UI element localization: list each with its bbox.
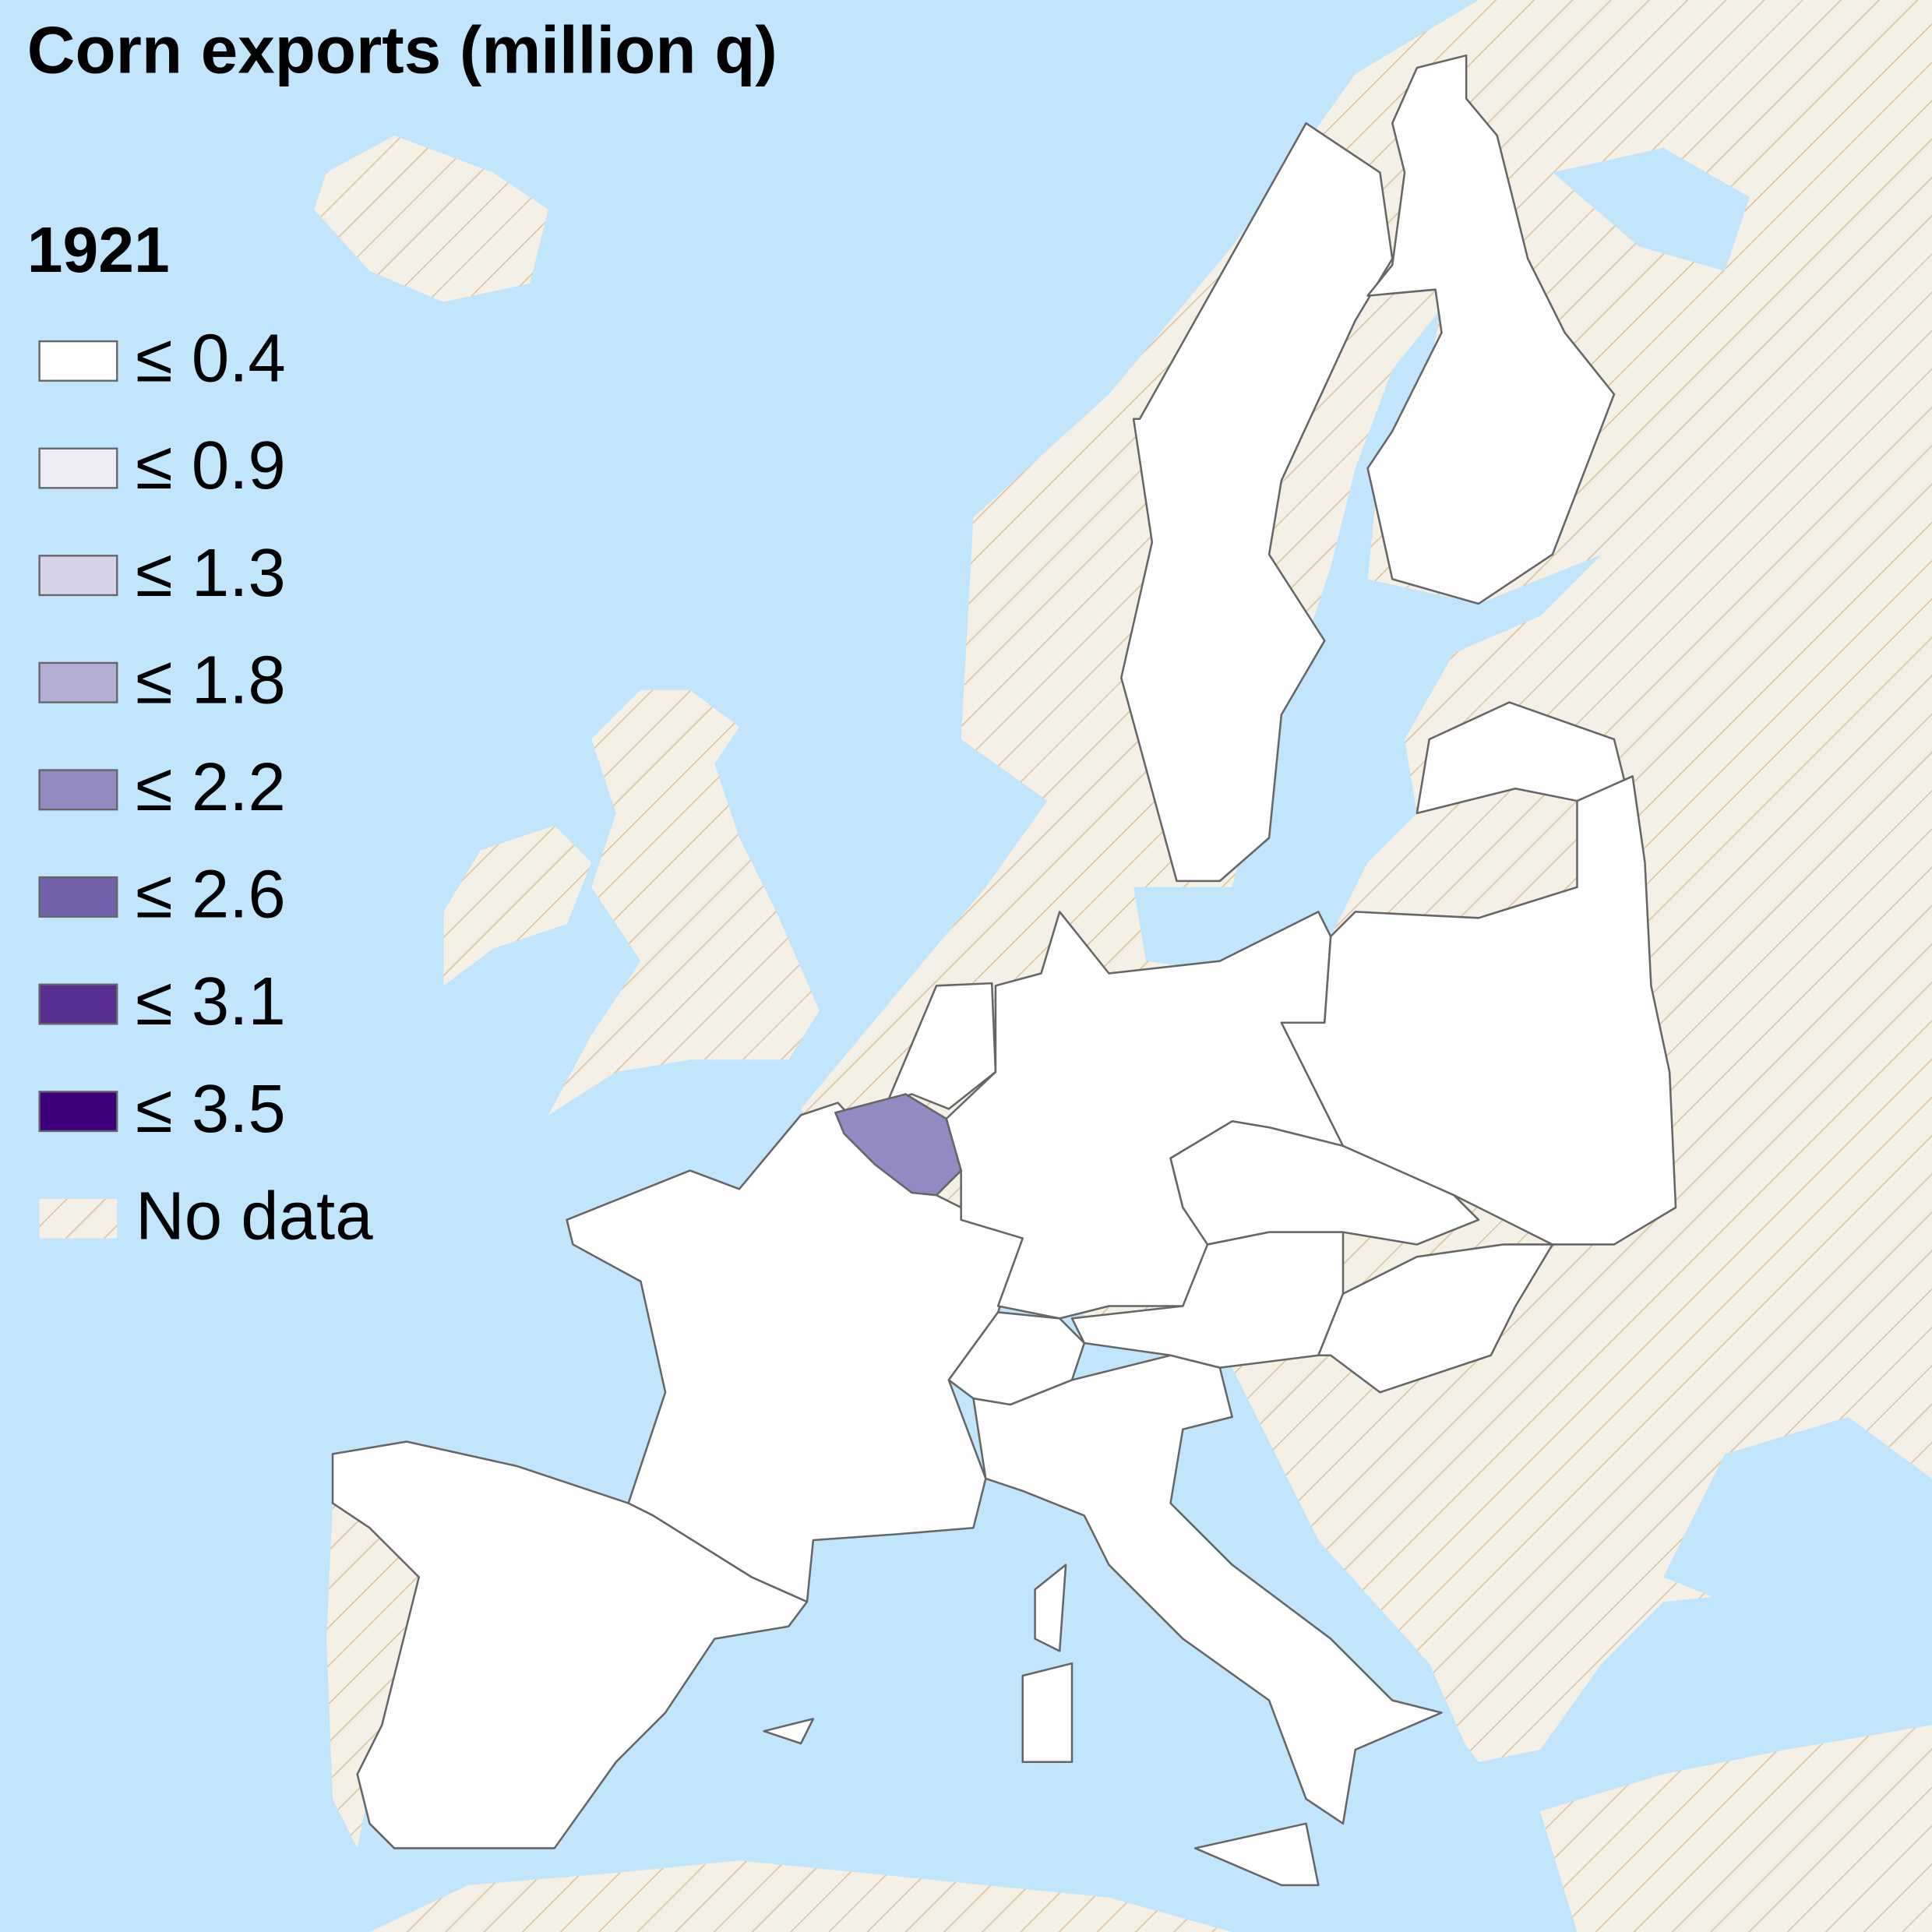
country <box>1169 1120 1480 1246</box>
legend-swatch <box>38 983 118 1025</box>
legend-label: ≤ 3.5 <box>136 1071 286 1147</box>
legend-swatch <box>39 1198 118 1239</box>
black-sea <box>1663 1416 1932 1627</box>
legend-label: ≤ 3.1 <box>136 964 286 1039</box>
legend-swatch <box>38 555 118 597</box>
denmark <box>1035 763 1122 925</box>
balkans <box>1232 1367 1664 1762</box>
legend-swatch <box>38 876 118 918</box>
country <box>1193 1822 1320 1887</box>
africa <box>369 1860 1232 1932</box>
iceland <box>314 135 548 302</box>
country <box>331 1440 809 1849</box>
country <box>1120 122 1394 883</box>
legend-title: 1921 <box>27 215 170 286</box>
portugal <box>326 1503 419 1849</box>
seas <box>1133 147 1932 1874</box>
map-title: Corn exports (million q) <box>27 14 777 88</box>
legend-label: ≤ 1.3 <box>136 535 286 611</box>
adriatic-sea <box>1170 1405 1541 1874</box>
anatolia <box>1540 1725 1932 1932</box>
legend-label: ≤ 0.9 <box>136 428 286 503</box>
legend-swatch <box>38 340 118 382</box>
country <box>1317 1243 1554 1394</box>
country <box>1280 775 1677 1246</box>
country <box>1366 54 1616 605</box>
legend-label: No data <box>136 1178 373 1253</box>
legend-label: ≤ 2.2 <box>136 749 286 825</box>
legend-swatch <box>38 769 118 811</box>
country <box>566 1102 1024 1603</box>
legend-swatch <box>38 1091 118 1133</box>
great-britain <box>548 689 820 1116</box>
ireland <box>443 825 592 986</box>
baltic-sea <box>1133 308 1602 974</box>
legend-label: ≤ 2.6 <box>136 857 286 933</box>
legend-label: ≤ 0.4 <box>136 321 286 397</box>
country <box>1034 1564 1067 1652</box>
legend-swatch <box>38 447 118 489</box>
legend: ≤ 0.4 ≤ 0.9 ≤ 1.3 ≤ 1.8 ≤ 2.2 ≤ 2.6 ≤ 3.1 ≤ 3.5… <box>38 321 373 1253</box>
country <box>1416 701 1628 815</box>
legend-swatch <box>38 661 118 703</box>
country <box>763 1718 815 1745</box>
country <box>1021 1662 1074 1764</box>
legend-label: ≤ 1.8 <box>136 642 286 717</box>
country <box>834 1093 962 1197</box>
countries <box>331 54 1677 1887</box>
country <box>972 1354 1443 1825</box>
white-sea <box>1552 147 1750 271</box>
